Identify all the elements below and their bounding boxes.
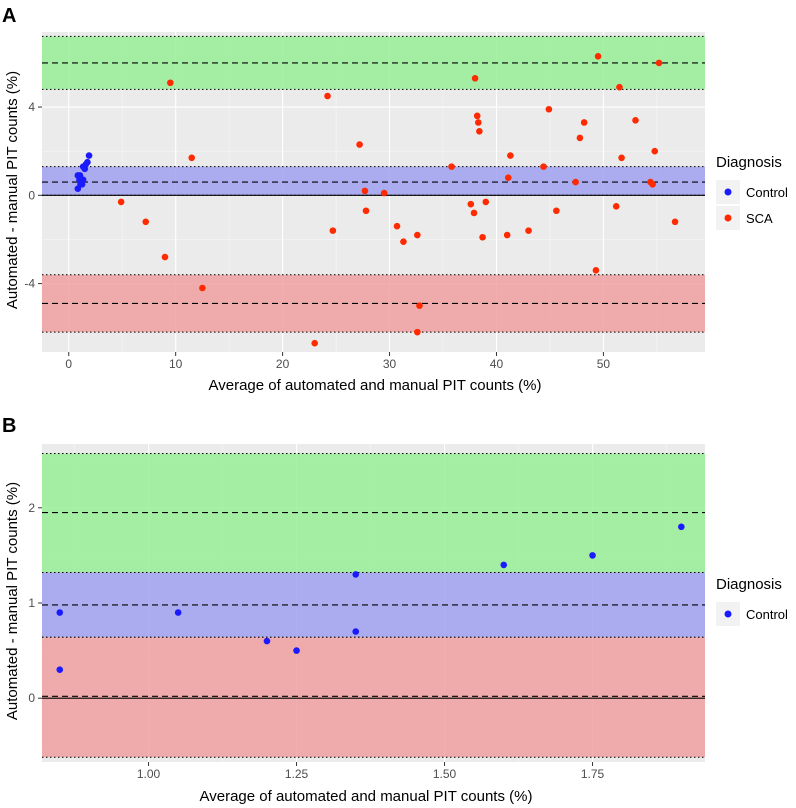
panel-a-point-sca (199, 284, 206, 292)
panel-a-point-sca (504, 174, 512, 181)
panel-a-legend: Diagnosis Control SCA (716, 154, 788, 230)
panel-a-point-sca (576, 134, 584, 142)
panel-a-point-sca (167, 79, 174, 87)
panel-a-plot: 0 10 20 30 40 50 -4 0 4 (24, 32, 705, 371)
panel-a-point-sca (612, 203, 620, 210)
panel-b-point-control (293, 647, 300, 654)
panel-a-point-sca (361, 187, 369, 195)
panel-a-point-sca (471, 75, 479, 82)
panel-a-point-sca (117, 198, 125, 206)
panel-b-legend-label-control: Control (746, 607, 788, 622)
panel-a-point-sca (594, 52, 602, 60)
panel-a-point-control (84, 158, 91, 166)
panel-a-point-control (85, 152, 93, 159)
panel-a-x-tick-label: 40 (490, 357, 504, 371)
panel-a-point-sca (618, 154, 625, 162)
panel-b-legend: Diagnosis Control (716, 576, 788, 626)
panel-b-point-control (56, 666, 64, 673)
panel-a-point-sca (651, 147, 659, 155)
panel-a-point-sca (671, 218, 679, 226)
panel-a-point-sca (414, 328, 421, 336)
panel-a-x-tick-label: 20 (276, 357, 290, 371)
panel-a-point-sca (329, 227, 337, 234)
panel-a-point-sca (553, 207, 560, 215)
panel-a-legend-label-control: Control (746, 185, 788, 200)
panel-a-legend-dot-control (724, 188, 732, 196)
panel-a-point-sca (655, 59, 663, 67)
panel-b-y-tick-label: 1 (28, 596, 35, 610)
panel-a-point-sca (476, 128, 483, 135)
panel-a-point-sca (142, 218, 150, 226)
panel-a-point-sca (540, 163, 547, 170)
panel-a-y-axis-title: Automated - manual PIT counts (%) (4, 71, 21, 309)
panel-a-point-sca (448, 163, 455, 170)
panel-a-point-control (77, 180, 84, 188)
panel-a-point-sca (649, 180, 656, 188)
panel-b-point-control (352, 628, 360, 635)
panel-a-x-tick-label: 0 (65, 357, 72, 371)
panel-b-point-control (174, 609, 182, 616)
panel-a-point-sca (311, 339, 318, 347)
panel-b-band-lower-loa (42, 637, 705, 758)
panel-b-point-control (263, 637, 271, 645)
panel-a-point-sca (545, 105, 553, 113)
panel-a-point-sca (632, 116, 639, 124)
panel-b-y-tick-label: 0 (28, 691, 35, 705)
panel-a-y-tick-label: 4 (28, 100, 35, 114)
panel-a-point-sca (503, 231, 511, 239)
panel-b-point-control (56, 609, 64, 616)
panel-a-point-control (81, 165, 89, 173)
panel-a-point-sca (188, 154, 196, 162)
panel-b-point-control (500, 561, 508, 569)
panel-a-point-sca (393, 222, 401, 230)
panel-b-x-tick-label: 1.50 (433, 767, 457, 781)
panel-b-point-control (678, 523, 685, 531)
panel-a-point-sca (416, 302, 423, 309)
panel-a-point-sca (572, 178, 579, 186)
panel-b-label: B (2, 415, 16, 437)
panel-b-y-tick-label: 2 (28, 501, 35, 515)
panel-a-point-sca (474, 119, 482, 126)
panel-a-point-sca (362, 207, 370, 215)
panel-a-y-tick-label: 0 (28, 188, 35, 202)
panel-a-point-sca (380, 189, 388, 197)
panel-b-point-control (589, 552, 596, 559)
panel-a-legend-dot-sca (724, 214, 732, 222)
panel-a-point-sca (507, 152, 514, 159)
panel-a-point-sca (479, 233, 486, 241)
panel-b-legend-dot-control (724, 610, 732, 618)
panel-b-x-axis-title: Average of automated and manual PIT coun… (200, 788, 533, 805)
panel-a-x-tick-label: 30 (383, 357, 397, 371)
panel-a-point-sca (467, 200, 475, 208)
panel-b-x-tick-label: 1.75 (581, 767, 605, 781)
panel-a-x-tick-label: 50 (597, 357, 611, 371)
panel-a-point-sca (616, 83, 623, 91)
panel-a-x-tick-label: 10 (169, 357, 183, 371)
panel-a-point-sca (473, 112, 481, 120)
panel-a-point-sca (580, 119, 588, 126)
panel-a-x-axis-title: Average of automated and manual PIT coun… (209, 377, 542, 394)
panel-a-legend-title: Diagnosis (716, 154, 782, 171)
panel-b-point-control (352, 571, 360, 578)
panel-a-point-sca (161, 253, 169, 261)
panel-a-y-tick-label: -4 (24, 277, 35, 291)
panel-b-plot: 1.00 1.25 1.50 1.75 0 1 2 (28, 444, 705, 781)
panel-a-band-bias (42, 166, 705, 196)
panel-a-point-sca (482, 198, 490, 206)
panel-a-point-sca (400, 238, 407, 245)
panel-b-x-tick-label: 1.25 (285, 767, 309, 781)
panel-a-label: A (2, 5, 16, 27)
panel-a-point-sca (356, 141, 363, 148)
panel-a-point-sca (525, 227, 532, 234)
panel-a-point-sca (470, 209, 478, 217)
panel-b-x-tick-label: 1.00 (137, 767, 161, 781)
panel-b-legend-title: Diagnosis (716, 576, 782, 593)
panel-b-y-axis-title: Automated - manual PIT counts (%) (4, 482, 21, 720)
panel-a-point-sca (414, 231, 421, 239)
panel-a-point-sca (324, 92, 331, 100)
panel-a-point-sca (592, 267, 600, 274)
panel-a-legend-label-sca: SCA (746, 211, 773, 226)
